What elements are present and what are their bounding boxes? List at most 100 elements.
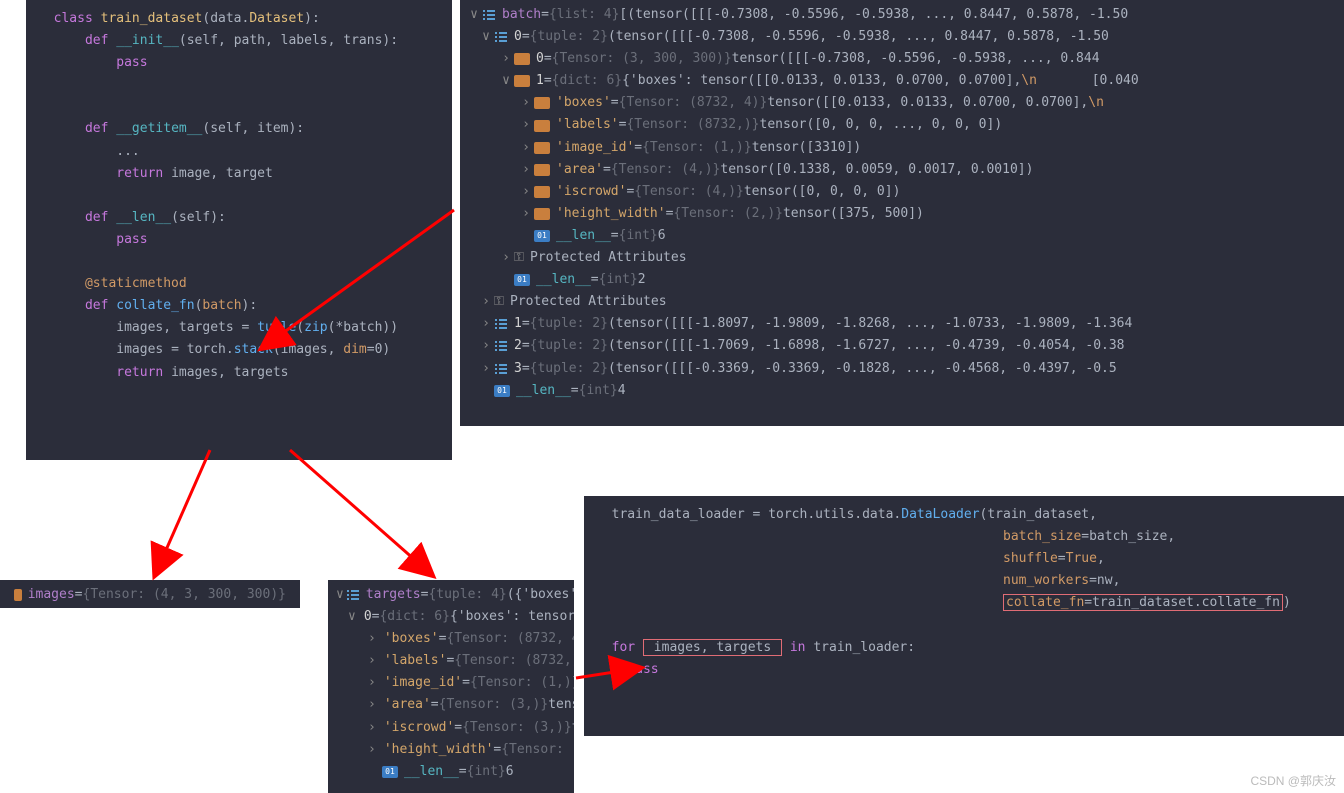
code-line: @staticmethod xyxy=(26,273,452,295)
int-icon: 01 xyxy=(514,274,530,286)
chevron-right-icon: › xyxy=(368,650,376,672)
dict-icon xyxy=(514,75,530,87)
var-row[interactable]: ›'iscrowd' = {Tensor: (4,)} tensor([0, 0… xyxy=(460,181,1344,203)
code-line: pass xyxy=(26,52,452,74)
int-icon: 01 xyxy=(494,385,510,397)
list-icon xyxy=(494,362,508,376)
var-row[interactable]: ∨0 = {tuple: 2} (tensor([[[-0.7308, -0.5… xyxy=(460,26,1344,48)
code-line: return images, targets xyxy=(26,362,452,384)
code-line: def __init__(self, path, labels, trans): xyxy=(26,30,452,52)
chevron-down-icon: ∨ xyxy=(348,606,356,628)
chevron-right-icon: › xyxy=(368,628,376,650)
var-row[interactable]: ›'area' = {Tensor: (3,)} tenso xyxy=(328,694,574,716)
chevron-right-icon: › xyxy=(480,335,492,357)
chevron-right-icon: › xyxy=(480,291,492,313)
var-row[interactable]: 01__len__ = {int} 4 xyxy=(460,380,1344,402)
tensor-icon xyxy=(534,120,550,132)
code-line: return image, target xyxy=(26,163,452,185)
debugger-variables-panel[interactable]: ∨batch = {list: 4} [(tensor([[[-0.7308, … xyxy=(460,0,1344,426)
chevron-down-icon: ∨ xyxy=(468,4,480,26)
code-line: shuffle=True, xyxy=(584,548,1344,570)
chevron-down-icon: ∨ xyxy=(480,26,492,48)
chevron-right-icon: › xyxy=(520,203,532,225)
chevron-right-icon: › xyxy=(368,694,376,716)
code-line: ... xyxy=(26,141,452,163)
var-row[interactable]: ›3 = {tuple: 2} (tensor([[[-0.3369, -0.3… xyxy=(460,358,1344,380)
chevron-right-icon: › xyxy=(368,672,376,694)
list-icon xyxy=(494,317,508,331)
list-icon xyxy=(494,339,508,353)
tensor-icon xyxy=(534,142,550,154)
code-line: images = torch.stack(images, dim=0) xyxy=(26,339,452,361)
var-row[interactable]: 01__len__ = {int} 6 xyxy=(328,761,574,783)
code-line: for images, targets in train_loader: xyxy=(584,637,1344,659)
var-row[interactable]: ∨batch = {list: 4} [(tensor([[[-0.7308, … xyxy=(460,4,1344,26)
tensor-icon xyxy=(534,164,550,176)
list-icon xyxy=(482,8,496,22)
watermark: CSDN @郭庆汝 xyxy=(1250,772,1336,789)
chevron-right-icon: › xyxy=(368,739,376,761)
code-line: images, targets = tuple(zip(*batch)) xyxy=(26,317,452,339)
var-row[interactable]: ›'height_width' = {Tensor: (2,)} tensor(… xyxy=(460,203,1344,225)
tensor-icon xyxy=(534,186,550,198)
chevron-right-icon: › xyxy=(520,159,532,181)
var-row[interactable]: 01__len__ = {int} 6 xyxy=(460,225,1344,247)
var-row[interactable]: ›'labels' = {Tensor: (8732,)} xyxy=(328,650,574,672)
var-row[interactable]: ∨1 = {dict: 6} {'boxes': tensor([[0.0133… xyxy=(460,70,1344,92)
chevron-right-icon: › xyxy=(520,137,532,159)
var-row[interactable]: ›'boxes' = {Tensor: (8732, 4)} tensor([[… xyxy=(460,92,1344,114)
chevron-right-icon: › xyxy=(500,48,512,70)
highlight-box: images, targets xyxy=(643,639,782,656)
tensor-icon xyxy=(534,208,550,220)
code-line: num_workers=nw, xyxy=(584,570,1344,592)
var-row[interactable]: ›1 = {tuple: 2} (tensor([[[-1.8097, -1.9… xyxy=(460,313,1344,335)
debugger-images-panel[interactable]: images = {Tensor: (4, 3, 300, 300)} xyxy=(0,580,300,608)
key-icon: ⚿ xyxy=(514,247,526,269)
code-line: class train_dataset(data.Dataset): xyxy=(26,8,452,30)
int-icon: 01 xyxy=(534,230,550,242)
debugger-targets-panel[interactable]: ∨targets = {tuple: 4} ({'boxes': tens ∨0… xyxy=(328,580,574,793)
var-row[interactable]: ∨targets = {tuple: 4} ({'boxes': tens xyxy=(328,584,574,606)
var-row[interactable]: ›'image_id' = {Tensor: (1,)} tensor([331… xyxy=(460,137,1344,159)
code-line: pass xyxy=(584,659,1344,681)
chevron-right-icon: › xyxy=(500,247,512,269)
chevron-right-icon: › xyxy=(368,717,376,739)
var-row[interactable]: images = {Tensor: (4, 3, 300, 300)} xyxy=(6,584,294,606)
var-row[interactable]: ›⚿Protected Attributes xyxy=(460,247,1344,269)
code-editor-panel: class train_dataset(data.Dataset): def _… xyxy=(26,0,452,460)
code-line: batch_size=batch_size, xyxy=(584,526,1344,548)
list-icon xyxy=(494,30,508,44)
chevron-right-icon: › xyxy=(520,114,532,136)
code-line: def __getitem__(self, item): xyxy=(26,118,452,140)
var-row[interactable]: ›'labels' = {Tensor: (8732,)} tensor([0,… xyxy=(460,114,1344,136)
var-row[interactable]: ›⚿Protected Attributes xyxy=(460,291,1344,313)
loader-code-panel: train_data_loader = torch.utils.data.Dat… xyxy=(584,496,1344,736)
chevron-down-icon: ∨ xyxy=(336,584,344,606)
var-row[interactable]: ∨0 = {dict: 6} {'boxes': tensor([[0 xyxy=(328,606,574,628)
list-icon xyxy=(346,588,360,602)
var-row[interactable]: ›2 = {tuple: 2} (tensor([[[-1.7069, -1.6… xyxy=(460,335,1344,357)
chevron-right-icon: › xyxy=(480,313,492,335)
var-row[interactable]: ›'boxes' = {Tensor: (8732, 4)} xyxy=(328,628,574,650)
key-icon: ⚿ xyxy=(494,291,506,313)
code-line: train_data_loader = torch.utils.data.Dat… xyxy=(584,504,1344,526)
var-row[interactable]: ›'image_id' = {Tensor: (1,)} te xyxy=(328,672,574,694)
chevron-right-icon: › xyxy=(480,358,492,380)
tensor-icon xyxy=(534,97,550,109)
highlight-box: collate_fn=train_dataset.collate_fn xyxy=(1003,594,1283,611)
tensor-icon xyxy=(514,53,530,65)
code-line: collate_fn=train_dataset.collate_fn) xyxy=(584,592,1344,614)
chevron-down-icon: ∨ xyxy=(500,70,512,92)
code-line: def __len__(self): xyxy=(26,207,452,229)
int-icon: 01 xyxy=(382,766,398,778)
code-line: def collate_fn(batch): xyxy=(26,295,452,317)
var-row[interactable]: ›0 = {Tensor: (3, 300, 300)} tensor([[[-… xyxy=(460,48,1344,70)
tensor-icon xyxy=(14,589,22,601)
var-row[interactable]: ›'area' = {Tensor: (4,)} tensor([0.1338,… xyxy=(460,159,1344,181)
var-row[interactable]: ›'height_width' = {Tensor: (2, xyxy=(328,739,574,761)
code-line: pass xyxy=(26,229,452,251)
var-row[interactable]: ›'iscrowd' = {Tensor: (3,)} ten xyxy=(328,717,574,739)
chevron-right-icon: › xyxy=(520,181,532,203)
var-row[interactable]: 01__len__ = {int} 2 xyxy=(460,269,1344,291)
chevron-right-icon: › xyxy=(520,92,532,114)
